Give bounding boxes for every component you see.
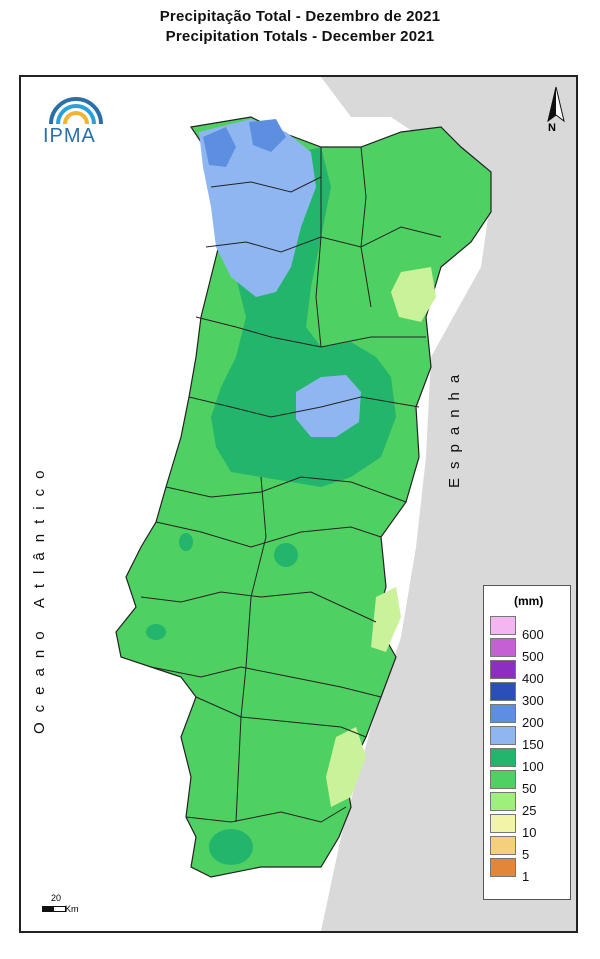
legend-entry: 50 xyxy=(490,770,566,796)
legend-entry: 150 xyxy=(490,726,566,752)
legend-label: 100 xyxy=(522,759,544,774)
legend-label: 5 xyxy=(522,847,530,862)
legend-swatch xyxy=(490,792,516,811)
legend-swatch xyxy=(490,748,516,767)
ipma-logo-icon xyxy=(49,97,103,125)
scale-bar: 20 Km xyxy=(39,893,99,919)
legend-label: 300 xyxy=(522,693,544,708)
precip-100-150-spot-south xyxy=(209,829,253,865)
scale-value: 20 xyxy=(51,893,62,903)
legend-entry: 300 xyxy=(490,682,566,708)
legend-label: 10 xyxy=(522,825,537,840)
map-title-portuguese: Precipitação Total - Dezembro de 2021 xyxy=(159,8,441,25)
precip-25-50-northeast xyxy=(391,267,436,322)
precip-100-150-spot-west xyxy=(179,533,193,551)
north-arrow-icon xyxy=(547,86,565,123)
precip-150-200-northwest xyxy=(199,119,316,297)
precipitation-legend: (mm) 600 500 400 300 200 150 100 50 25 10 5 1 xyxy=(483,585,571,900)
ocean-label: Oceano Atlântico xyxy=(31,460,48,734)
map-title-english: Precipitation Totals - December 2021 xyxy=(165,28,435,45)
legend-label: 400 xyxy=(522,671,544,686)
legend-label: 600 xyxy=(522,627,544,642)
legend-swatch xyxy=(490,638,516,657)
legend-entry: 500 xyxy=(490,638,566,664)
precip-200-300-patch-1 xyxy=(203,127,236,167)
legend-swatch xyxy=(490,770,516,789)
precip-200-300-patch-2 xyxy=(249,119,286,152)
precip-100-150-spot-centre xyxy=(274,543,298,567)
legend-swatch xyxy=(490,660,516,679)
legend-label: 50 xyxy=(522,781,537,796)
precip-25-50-alentejo xyxy=(326,727,366,807)
legend-swatch xyxy=(490,858,516,877)
precip-25-50-east xyxy=(371,587,401,652)
north-label: N xyxy=(548,122,556,134)
precip-150-200-centre xyxy=(296,375,361,437)
legend-entry: 200 xyxy=(490,704,566,730)
legend-label: 200 xyxy=(522,715,544,730)
legend-entry: 400 xyxy=(490,660,566,686)
legend-label: 500 xyxy=(522,649,544,664)
legend-entry: 25 xyxy=(490,792,566,818)
legend-swatch xyxy=(490,704,516,723)
legend-unit: (mm) xyxy=(514,594,544,608)
spain-label: Espanha xyxy=(446,365,463,489)
scale-unit: Km xyxy=(65,904,79,914)
legend-entry: 600 xyxy=(490,616,566,642)
legend-swatch xyxy=(490,814,516,833)
legend-swatch xyxy=(490,616,516,635)
legend-entry: 100 xyxy=(490,748,566,774)
district-boundaries xyxy=(140,146,442,823)
legend-entry: 1 xyxy=(490,858,566,884)
map-frame: Oceano Atlântico Espanha IPMA N (mm) 600… xyxy=(19,75,578,933)
scale-bar-graphic xyxy=(42,906,66,912)
ipma-logo-text: IPMA xyxy=(43,125,96,147)
legend-swatch xyxy=(490,682,516,701)
legend-label: 150 xyxy=(522,737,544,752)
precip-100-150-spot-lisbon xyxy=(146,624,166,640)
legend-swatch xyxy=(490,836,516,855)
legend-label: 25 xyxy=(522,803,537,818)
legend-entry: 5 xyxy=(490,836,566,862)
legend-swatch xyxy=(490,726,516,745)
legend-label: 1 xyxy=(522,869,530,884)
legend-entry: 10 xyxy=(490,814,566,840)
